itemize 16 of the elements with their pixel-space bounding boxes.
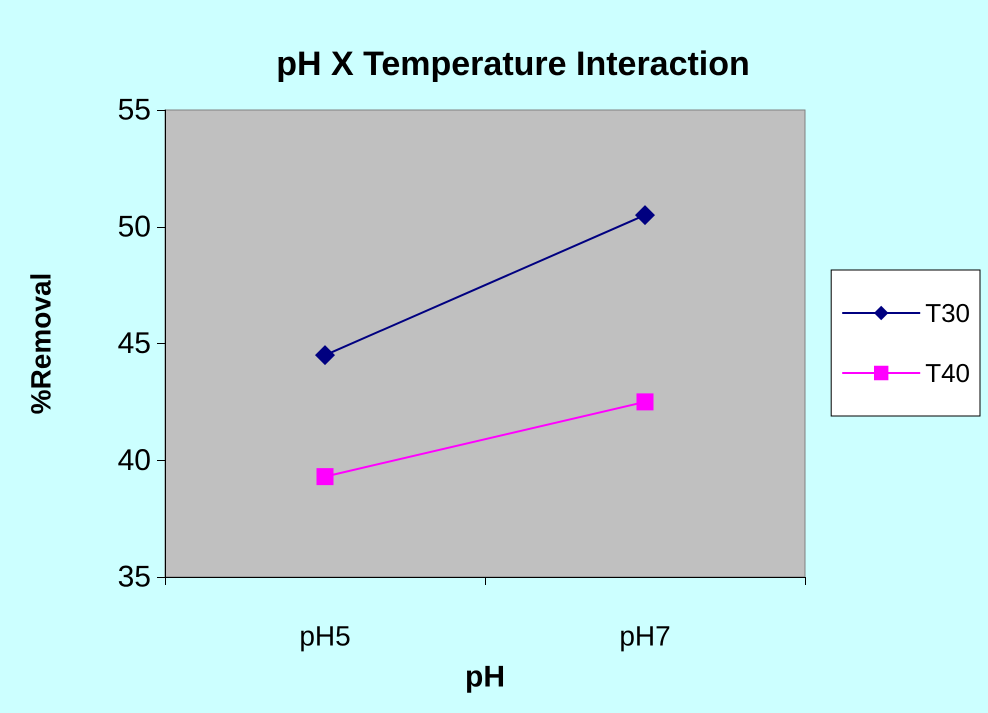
legend-label: T30: [925, 298, 970, 328]
x-tick-label: pH7: [619, 620, 671, 652]
point: [315, 345, 335, 366]
y-tick-label: 50: [118, 210, 151, 244]
y-tick-label: 35: [118, 560, 151, 594]
x-axis-title: pH: [465, 660, 505, 694]
y-tick-label: 40: [118, 444, 151, 477]
point: [316, 468, 334, 486]
point: [635, 205, 655, 226]
y-tick-label: 55: [118, 94, 151, 126]
point: [636, 393, 654, 410]
y-tick-label: 45: [118, 327, 151, 360]
y-axis-title: %Removal: [26, 272, 56, 414]
chart-title: pH X Temperature Interaction: [276, 45, 750, 83]
legend-label: T40: [925, 358, 970, 388]
x-tick-label: pH5: [299, 620, 351, 652]
